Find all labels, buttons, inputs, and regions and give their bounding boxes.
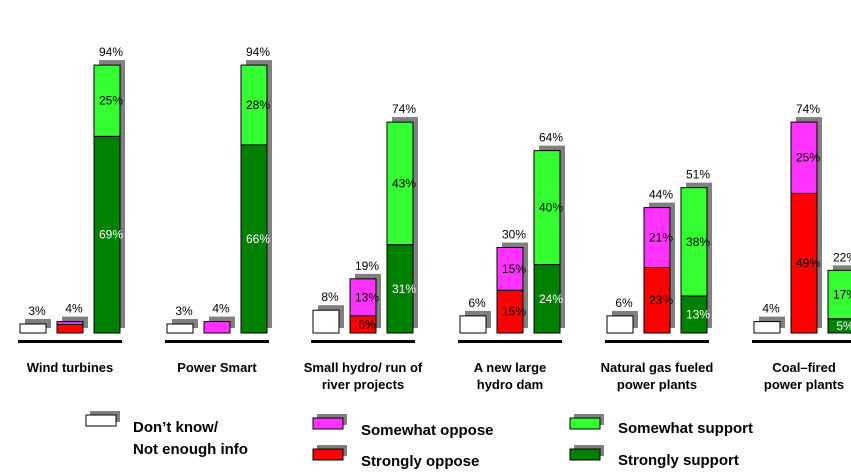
segment-label: 40% xyxy=(539,201,563,215)
legend-label-dont-know: Don’t know/ xyxy=(133,419,219,436)
segment-label: 49% xyxy=(796,256,820,270)
legend-swatch-somewhat-oppose xyxy=(312,417,344,430)
bar-segment-strongly-oppose xyxy=(790,192,818,334)
bar-total-label: 3% xyxy=(28,304,46,318)
bar-segment-dont-know xyxy=(166,323,194,334)
legend-swatch-somewhat-support xyxy=(569,417,601,430)
bar-total-label: 94% xyxy=(99,45,123,59)
segment-label: 31% xyxy=(392,282,416,296)
category-label: river projects xyxy=(322,377,404,392)
segment-label: 24% xyxy=(539,292,563,306)
segment-label: 43% xyxy=(392,176,416,190)
category-baseline xyxy=(18,340,122,343)
bar-segment-somewhat-oppose xyxy=(203,321,231,334)
bar-segment-somewhat-oppose xyxy=(56,321,84,325)
bar-segment-somewhat-oppose xyxy=(790,121,818,194)
category-label: power plants xyxy=(764,377,844,392)
bar-total-label: 8% xyxy=(321,290,339,304)
category-label: Wind turbines xyxy=(27,360,114,375)
segment-label: 13% xyxy=(355,290,379,304)
segment-label: 66% xyxy=(246,232,270,246)
segment-label: 23% xyxy=(649,293,673,307)
segment-label: 69% xyxy=(99,228,123,242)
segment-label: 28% xyxy=(246,98,270,112)
category-label: Power Smart xyxy=(177,360,257,375)
bar-total-label: 44% xyxy=(649,188,673,202)
bar-segment-dont-know xyxy=(753,321,781,334)
bar-total-label: 4% xyxy=(212,302,230,316)
segment-label: 25% xyxy=(99,94,123,108)
bar-segment-strongly-support xyxy=(533,264,561,334)
segment-label: 6% xyxy=(358,317,376,331)
bar-segment-strongly-oppose xyxy=(496,289,524,334)
segment-label: 25% xyxy=(796,151,820,165)
category-baseline xyxy=(752,340,851,343)
legend-swatch-strongly-oppose xyxy=(312,448,344,461)
bar-segment-somewhat-support xyxy=(533,150,561,266)
segment-label: 13% xyxy=(686,307,710,321)
category-label: Natural gas fueled xyxy=(601,360,714,375)
category-baseline xyxy=(165,340,269,343)
bar-total-label: 30% xyxy=(502,228,526,242)
bar-total-label: 94% xyxy=(246,45,270,59)
segment-label: 5% xyxy=(836,319,851,333)
bar-segment-somewhat-oppose xyxy=(496,247,524,291)
segment-label: 17% xyxy=(833,288,851,302)
legend-swatch-dont-know xyxy=(85,414,117,427)
bar-segment-dont-know xyxy=(19,323,47,334)
segment-label: 21% xyxy=(649,231,673,245)
bar-segment-somewhat-support xyxy=(93,64,121,137)
category-label: hydro dam xyxy=(477,377,543,392)
bar-segment-dont-know xyxy=(459,315,487,334)
category-label: power plants xyxy=(617,377,697,392)
category-baseline xyxy=(605,340,709,343)
bar-segment-somewhat-oppose xyxy=(643,207,671,268)
segment-label: 38% xyxy=(686,235,710,249)
category-baseline xyxy=(311,340,415,343)
bar-total-label: 19% xyxy=(355,259,379,273)
bar-total-label: 51% xyxy=(686,168,710,182)
segment-label: 15% xyxy=(502,305,526,319)
bar-total-label: 6% xyxy=(615,296,633,310)
bar-total-label: 4% xyxy=(65,302,83,316)
legend-label-somewhat-support: Somewhat support xyxy=(618,420,753,437)
bar-total-label: 74% xyxy=(392,102,416,116)
bar-segment-dont-know xyxy=(606,315,634,334)
bar-segment-strongly-oppose xyxy=(56,323,84,334)
bar-total-label: 74% xyxy=(796,102,820,116)
category-baseline xyxy=(458,340,562,343)
bar-segment-strongly-support xyxy=(93,135,121,334)
bar-segment-somewhat-support xyxy=(827,269,851,320)
legend-label-dont-know: Not enough info xyxy=(133,441,248,458)
legend-swatch-strongly-support xyxy=(569,448,601,461)
bar-total-label: 4% xyxy=(762,302,780,316)
legend-label-strongly-oppose: Strongly oppose xyxy=(361,453,479,470)
segment-label: 15% xyxy=(502,262,526,276)
bar-segment-somewhat-support xyxy=(240,64,268,146)
bar-segment-strongly-support xyxy=(386,244,414,334)
bar-segment-dont-know xyxy=(312,309,340,334)
bar-segment-strongly-oppose xyxy=(643,266,671,334)
category-label: Coal–fired xyxy=(772,360,836,375)
legend-label-somewhat-oppose: Somewhat oppose xyxy=(361,422,494,439)
category-label: A new large xyxy=(474,360,546,375)
bar-segment-somewhat-support xyxy=(680,187,708,297)
bar-segment-strongly-support xyxy=(240,144,268,334)
bar-total-label: 64% xyxy=(539,131,563,145)
bar-total-label: 6% xyxy=(468,296,486,310)
bar-total-label: 22% xyxy=(833,250,851,264)
category-label: Small hydro/ run of xyxy=(304,360,423,375)
bar-segment-somewhat-oppose xyxy=(349,278,377,317)
bar-total-label: 3% xyxy=(175,304,193,318)
bar-segment-somewhat-support xyxy=(386,121,414,246)
legend-label-strongly-support: Strongly support xyxy=(618,452,739,469)
